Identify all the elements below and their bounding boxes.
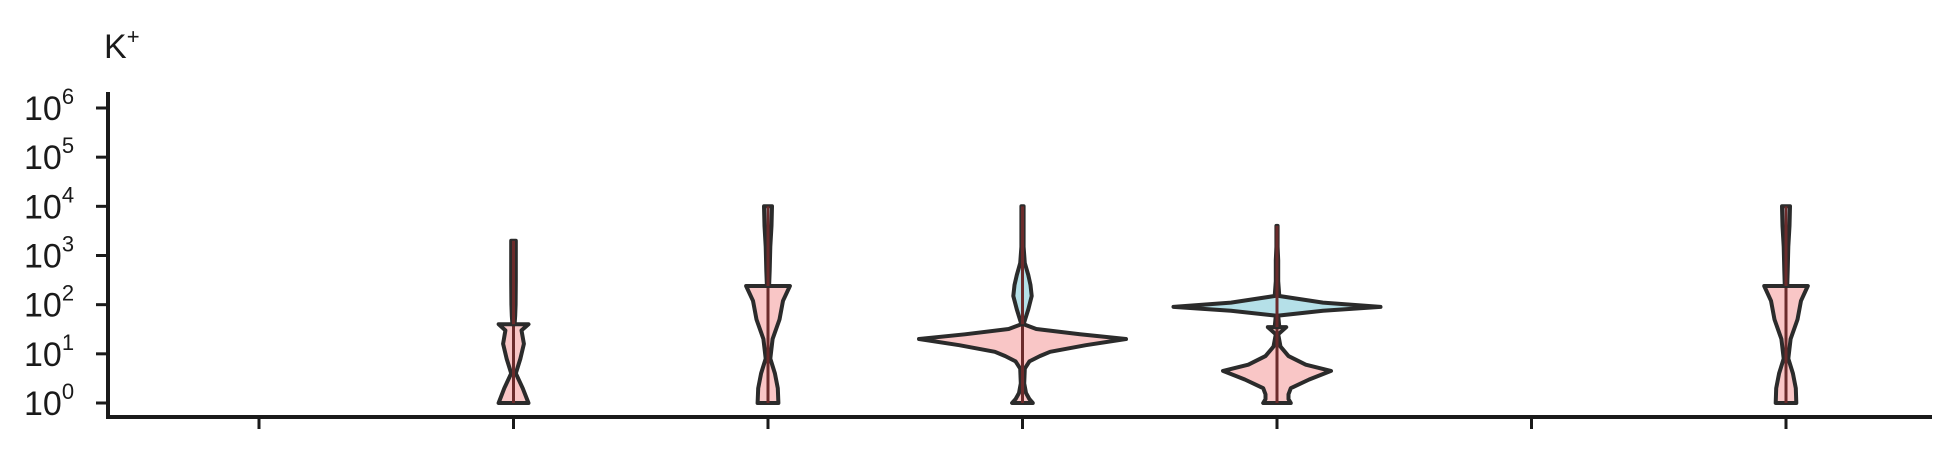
y-tick-label-exp: 4	[62, 182, 74, 207]
chart-title-text: K	[104, 28, 127, 66]
y-tick-label-exp: 1	[62, 330, 74, 355]
violin-group	[1171, 223, 1383, 405]
violins-layer	[496, 204, 1810, 405]
violin-group	[496, 238, 531, 405]
y-tick-label-base: 10	[24, 336, 62, 374]
y-tick-label-base: 10	[24, 238, 62, 276]
chart-title: K+	[104, 24, 140, 66]
y-tick-label-base: 10	[24, 385, 62, 423]
y-tick-label: 106	[24, 84, 74, 128]
violin-group	[1762, 204, 1810, 405]
y-tick-label: 101	[24, 330, 74, 374]
chart-title-sup: +	[127, 24, 140, 49]
y-tick-label: 105	[24, 133, 74, 177]
violin-group	[917, 204, 1128, 405]
y-tick-label-base: 10	[24, 139, 62, 177]
y-tick-label: 102	[24, 281, 74, 325]
y-tick-label-exp: 2	[62, 281, 74, 306]
y-tick-label: 100	[24, 379, 74, 423]
y-tick-label-exp: 0	[62, 379, 74, 404]
y-tick-label-exp: 5	[62, 133, 74, 158]
y-tick-label-exp: 3	[62, 232, 74, 257]
y-tick-label-base: 10	[24, 90, 62, 128]
x-axis	[106, 415, 1932, 429]
y-tick-label-base: 10	[24, 188, 62, 226]
y-tick-label-base: 10	[24, 287, 62, 325]
y-tick-label: 103	[24, 232, 74, 276]
y-tick-label: 104	[24, 182, 74, 226]
violin-group	[744, 204, 792, 405]
y-tick-label-exp: 6	[62, 84, 74, 109]
